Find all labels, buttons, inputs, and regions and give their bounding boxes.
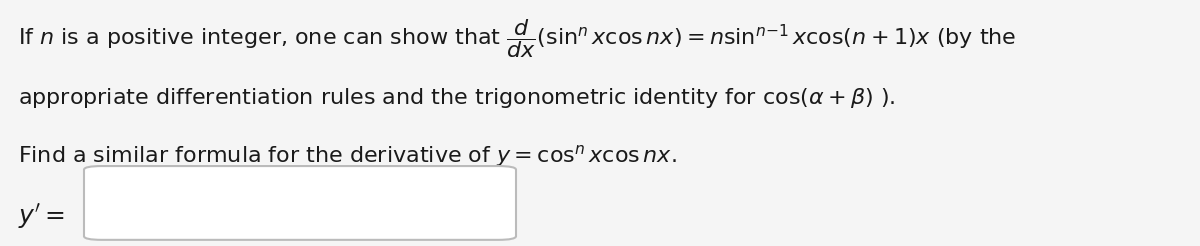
Text: Find a similar formula for the derivative of $y = \cos^n x \cos nx.$: Find a similar formula for the derivativ… (18, 143, 677, 169)
Text: If $n$ is a positive integer, one can show that $\dfrac{d}{dx}(\sin^n x \cos nx): If $n$ is a positive integer, one can sh… (18, 17, 1016, 60)
Text: appropriate differentiation rules and the trigonometric identity for $\cos(\alph: appropriate differentiation rules and th… (18, 86, 895, 110)
Text: $y' =$: $y' =$ (18, 202, 65, 231)
FancyBboxPatch shape (84, 166, 516, 240)
